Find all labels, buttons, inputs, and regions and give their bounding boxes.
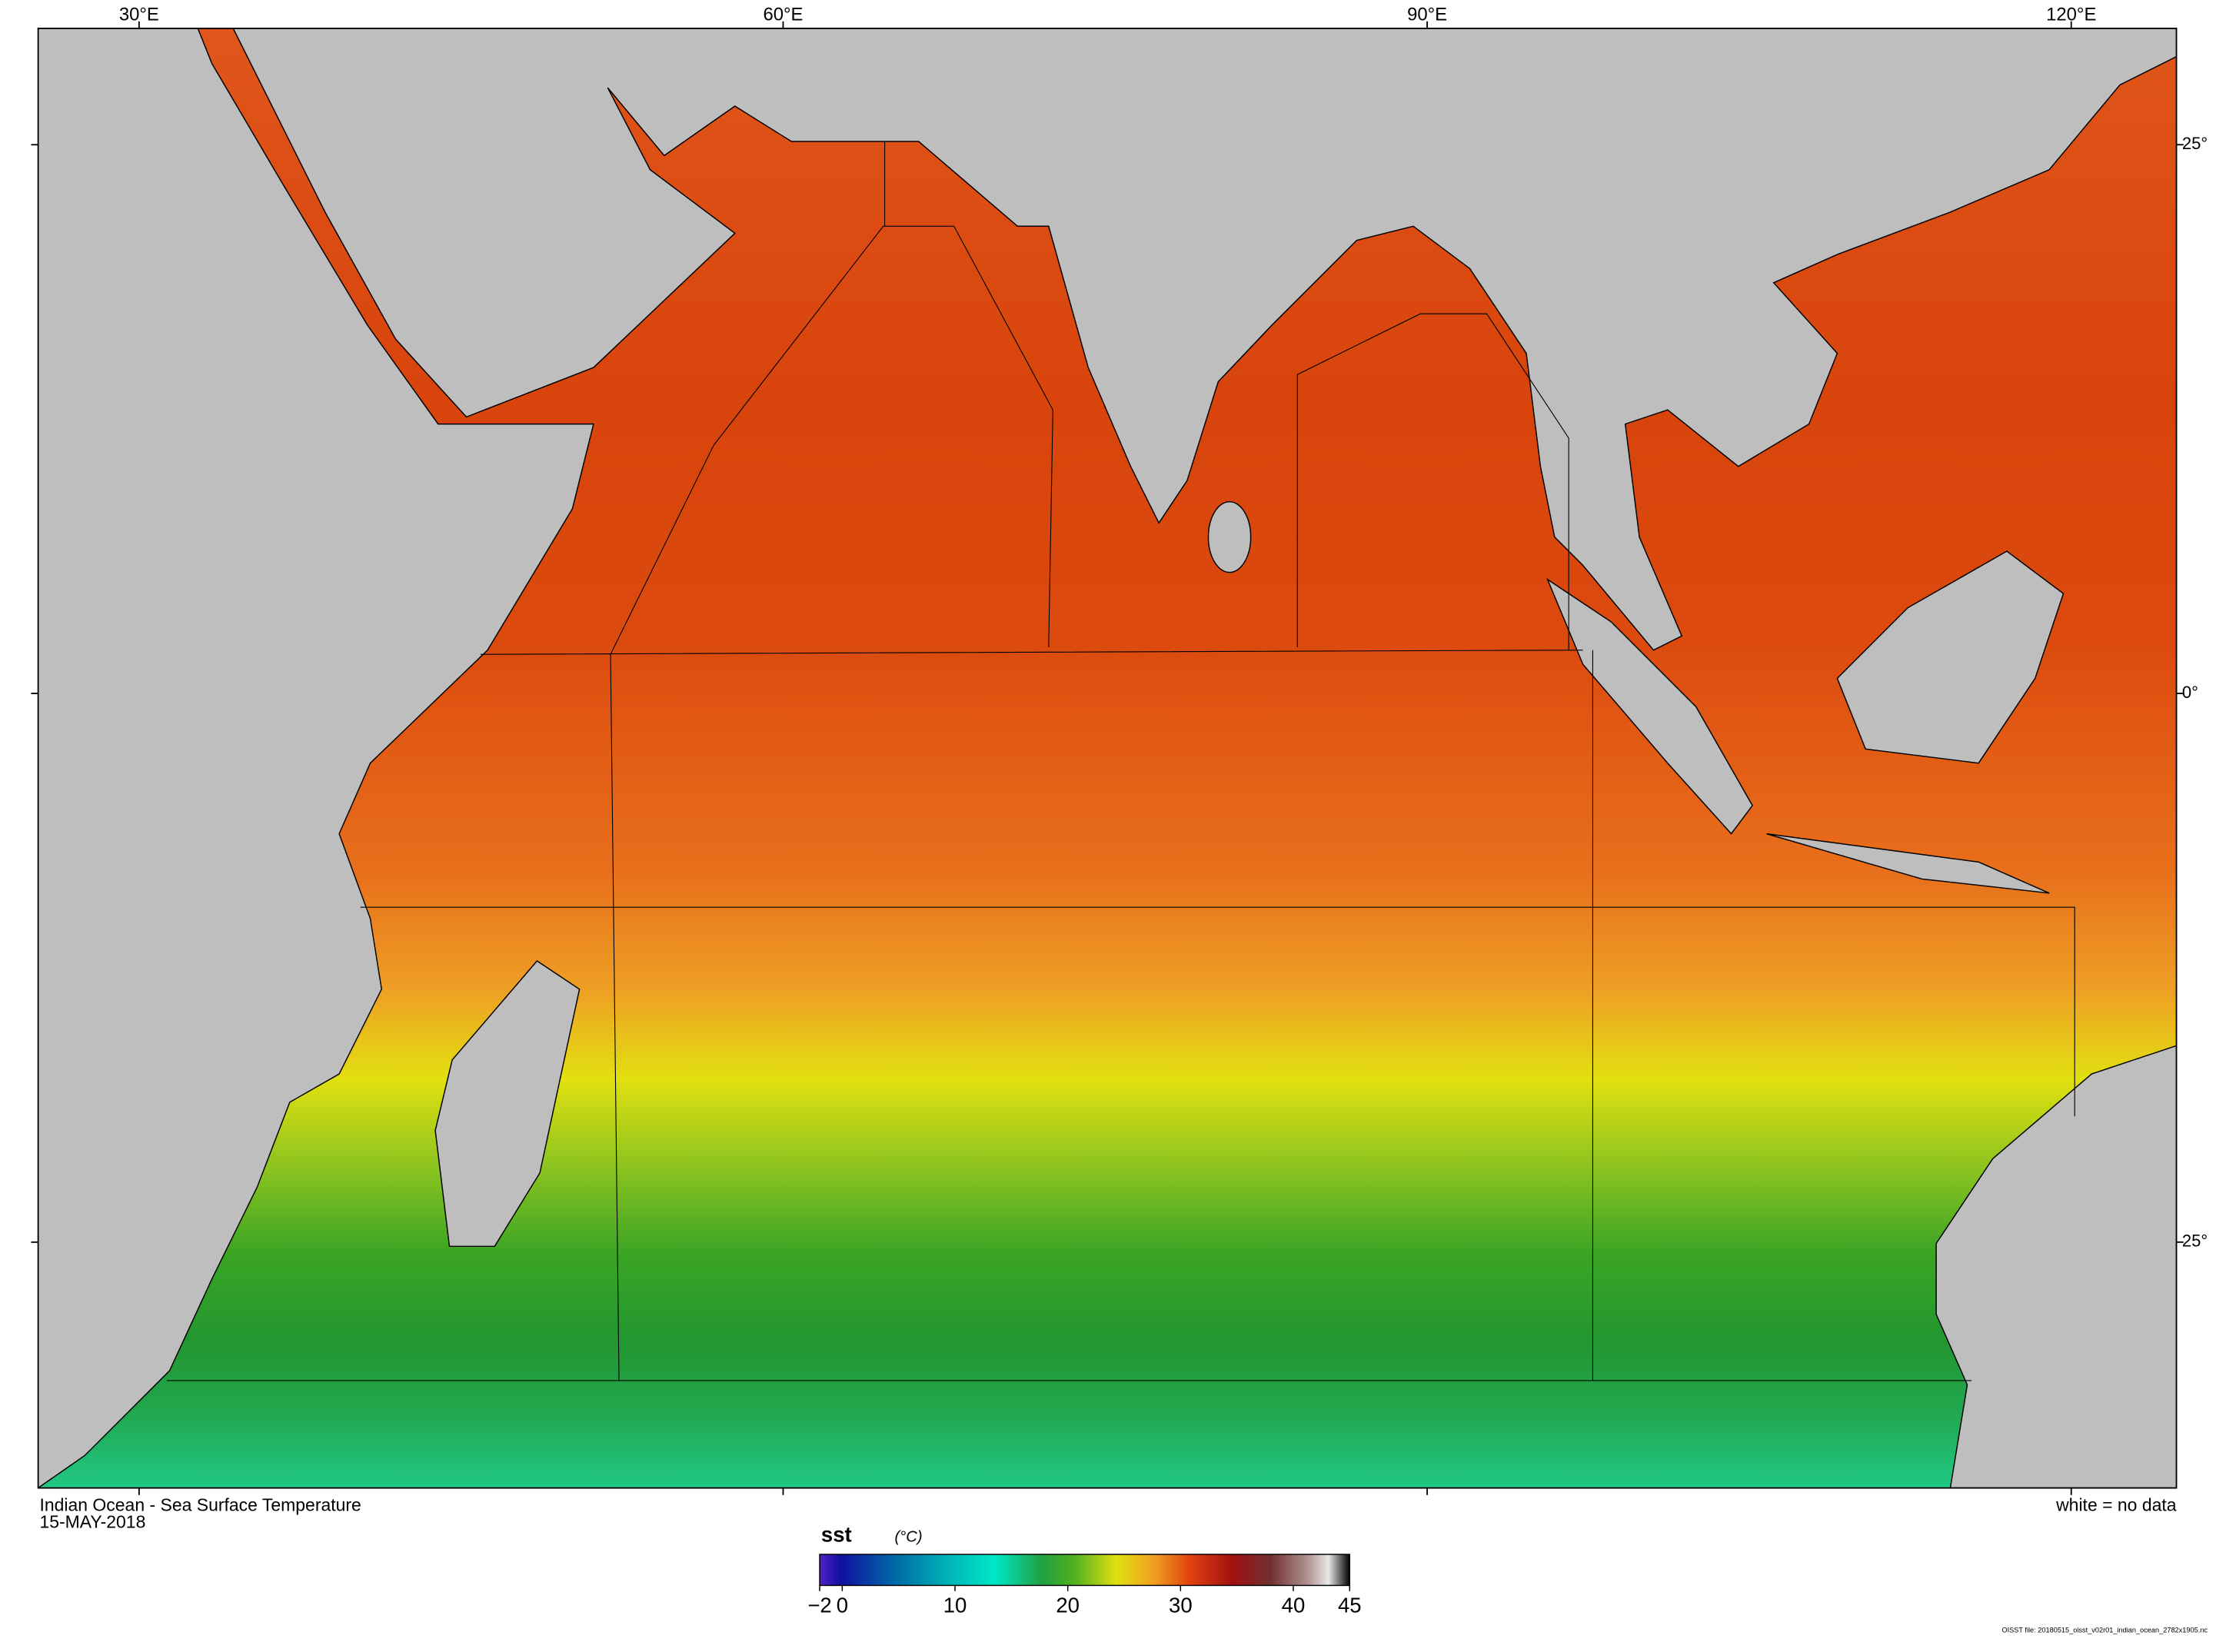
- sumatra: [1546, 577, 1754, 835]
- colorbar-label: sst: [821, 1522, 852, 1546]
- footer: OISST file: 20180515_oisst_v02r01_indian…: [2001, 1627, 2208, 1634]
- lon-tick-label: 120°E: [2046, 5, 2096, 25]
- colorbar-tick-label: 10: [943, 1593, 967, 1617]
- lon-tick-label: 90°E: [1407, 5, 1447, 25]
- lon-tick-label: 30°E: [119, 5, 159, 25]
- colorbar-tick-label: −2: [807, 1593, 831, 1617]
- colorbar-tick-label: 40: [1282, 1593, 1306, 1617]
- australia: [1935, 1045, 2177, 1488]
- borneo: [1836, 550, 2065, 764]
- map-frame: [37, 28, 2178, 1489]
- java: [1766, 833, 2050, 894]
- lat-tick-label: 0°: [2182, 683, 2198, 702]
- colorbar-unit: (°C): [894, 1528, 922, 1545]
- africa: [38, 28, 594, 1488]
- madagascar: [434, 960, 581, 1248]
- region-boundaries: [166, 141, 2075, 1381]
- sri-lanka: [1207, 500, 1252, 573]
- no-data-note: white = no data: [2055, 1495, 2177, 1515]
- arabia-asia: [232, 28, 2177, 651]
- colorbar: [819, 1554, 1351, 1587]
- colorbar-tick-label: 20: [1056, 1593, 1080, 1617]
- lat-tick-label: 25°: [2182, 1232, 2208, 1251]
- lat-tick-label: 25°: [2182, 134, 2208, 153]
- map: [38, 28, 2177, 1488]
- lon-tick-label: 60°E: [763, 5, 803, 25]
- colorbar-tick-label: 30: [1169, 1593, 1193, 1617]
- map-title: Indian Ocean - Sea Surface Temperature: [39, 1495, 361, 1515]
- colorbar-tick-label: 45: [1338, 1593, 1362, 1617]
- map-date: 15-MAY-2018: [39, 1512, 145, 1532]
- colorbar-tick-label: 0: [837, 1593, 848, 1617]
